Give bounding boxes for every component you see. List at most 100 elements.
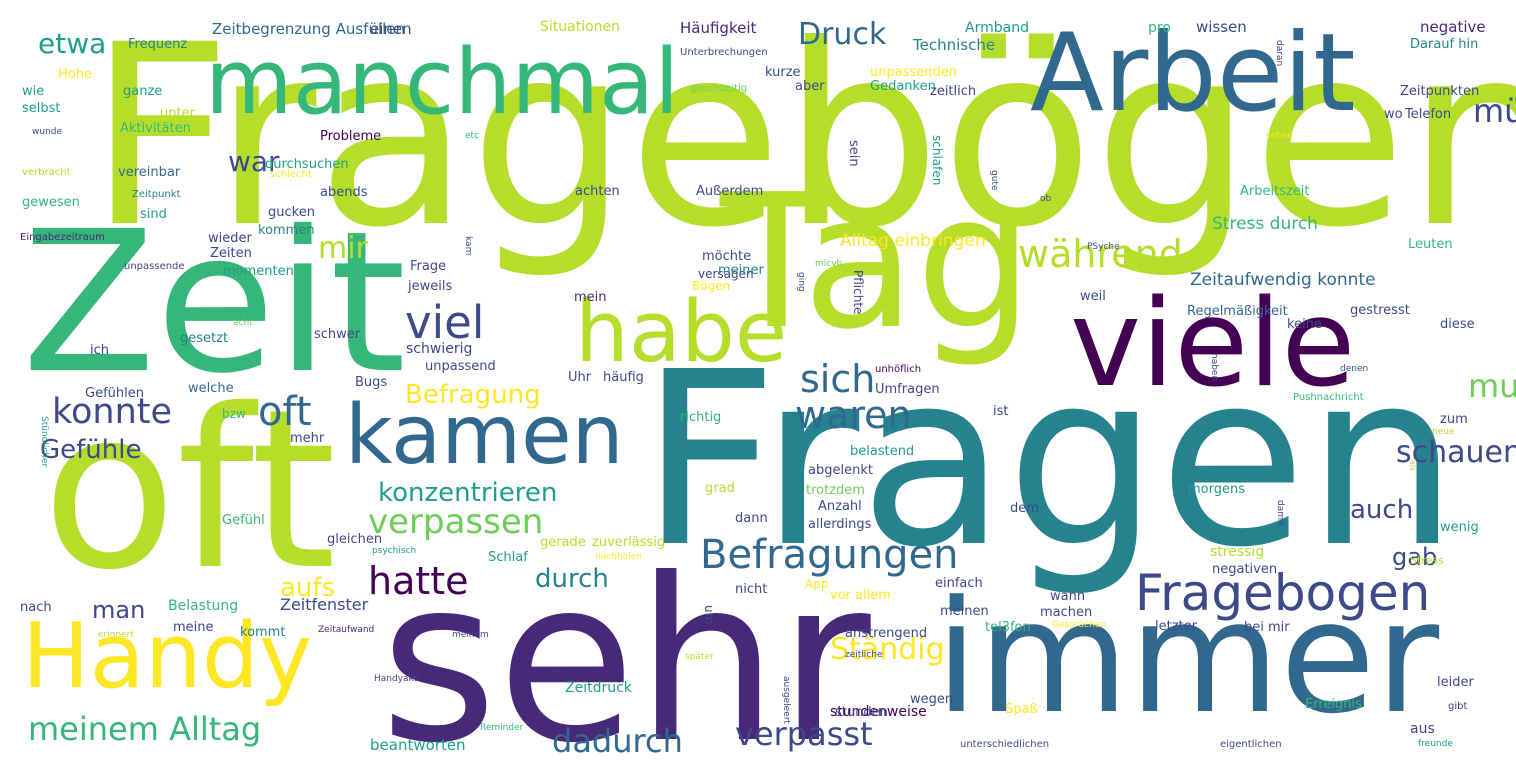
word: Häufigkeit: [680, 19, 757, 37]
word: abends: [320, 185, 368, 200]
word: achten: [575, 184, 620, 199]
word: Unterbrechungen: [680, 47, 768, 58]
word: Umfragen: [875, 382, 940, 397]
word: mehr: [290, 431, 325, 446]
word: wo: [1384, 107, 1403, 122]
word: Aktivitäten: [120, 121, 191, 136]
word: denen: [1340, 364, 1369, 374]
word: momenten: [223, 264, 294, 279]
word: Arbeit: [1030, 11, 1356, 136]
word: Alltag einbringen: [840, 231, 986, 251]
word: Reminder: [480, 723, 524, 733]
word: psychisch: [372, 546, 417, 556]
word: erinnert: [98, 630, 134, 640]
word: leider: [1437, 675, 1474, 690]
word: Pushnachricht: [1293, 392, 1364, 403]
word: ganze: [123, 84, 163, 99]
word: Gesprächen: [1052, 620, 1107, 630]
word: vereinbar: [118, 165, 181, 180]
word: Gefühle: [40, 435, 142, 465]
word: machen: [1040, 605, 1093, 620]
word: Gefühlen: [85, 386, 144, 401]
word: ging: [796, 272, 806, 292]
word: Zeitaufwand: [318, 625, 375, 635]
word: meinen: [940, 604, 989, 619]
word: diese: [1440, 317, 1475, 332]
word: unhöflich: [875, 364, 922, 375]
word: Fragebögen: [88, 0, 1516, 282]
word: durch: [535, 564, 609, 594]
word: allerdings: [808, 517, 872, 532]
word: müssen: [1473, 92, 1516, 130]
word: Spaß: [1005, 702, 1038, 717]
word: Stündlicher: [39, 416, 49, 468]
word: meine: [173, 620, 214, 635]
word: kommt: [240, 625, 286, 640]
word: schlafen: [930, 135, 944, 186]
word: Gefühl: [222, 513, 265, 528]
word: aufs: [280, 573, 336, 603]
word: Anzahl: [818, 499, 862, 514]
word: kurze: [765, 65, 801, 80]
word: Stress: [1410, 554, 1444, 567]
word: unpassenden: [870, 65, 957, 80]
word: schlecht: [270, 169, 312, 180]
word: aus: [1410, 721, 1435, 737]
word: gesetzt: [180, 331, 229, 346]
word: zuverlässig: [592, 535, 666, 550]
word: Zeitpunkt: [132, 189, 181, 200]
word: Arbeitszeit: [1240, 184, 1310, 199]
word: Tag: [720, 154, 1034, 370]
word: habe: [575, 283, 788, 382]
word: Telefon: [1405, 107, 1452, 122]
word: unterschiedlichen: [960, 739, 1050, 750]
word: zeitlich: [930, 84, 977, 99]
word: negative: [1420, 18, 1486, 36]
word: während: [1018, 232, 1183, 276]
word: gute: [989, 170, 999, 191]
word: mir: [318, 231, 368, 266]
word: beantworten: [370, 736, 466, 754]
word: gleichen: [327, 532, 383, 547]
word: vor allem: [830, 588, 891, 603]
word: Zeiten: [210, 246, 252, 261]
word: Probleme: [320, 129, 382, 144]
word: verpasst: [735, 715, 873, 753]
word: kommen: [258, 223, 315, 238]
word: selbst: [22, 101, 61, 116]
word: gerade: [540, 535, 586, 550]
word: später: [685, 652, 714, 662]
word: musste: [1468, 367, 1516, 405]
word: grad: [705, 481, 735, 496]
word: Zeitbegrenzung Ausfüllen: [212, 20, 406, 38]
word: Hohe: [58, 67, 92, 82]
word: meinem: [452, 630, 489, 640]
word: zeitliche: [845, 650, 883, 660]
word: stundenweise: [830, 704, 927, 720]
word: Situationen: [540, 19, 621, 35]
word: morgens: [1188, 482, 1245, 497]
word: war: [228, 145, 280, 178]
word: abgelenkt: [808, 463, 873, 478]
word: App: [805, 577, 829, 591]
word: micvh: [815, 259, 843, 269]
word: wissen: [1196, 18, 1247, 36]
word: waren: [795, 393, 912, 437]
word: Darauf hin: [1410, 37, 1479, 52]
word: etwa: [38, 27, 107, 60]
word: wie: [22, 84, 45, 99]
word: sehr: [380, 531, 871, 777]
word: bei mir: [1244, 620, 1290, 635]
word: dem: [1010, 501, 1039, 516]
word: negativen: [1212, 562, 1278, 577]
word: Zeitpunkten: [1400, 84, 1480, 99]
word: unter: [160, 106, 195, 121]
word: haben: [1209, 353, 1219, 382]
word: Fragebogen: [1135, 564, 1431, 622]
word: etc: [465, 131, 480, 141]
word: sein: [846, 140, 861, 167]
word: Befragung: [405, 380, 541, 410]
word: oft: [42, 362, 337, 618]
word: Zeitdruck: [565, 680, 632, 696]
